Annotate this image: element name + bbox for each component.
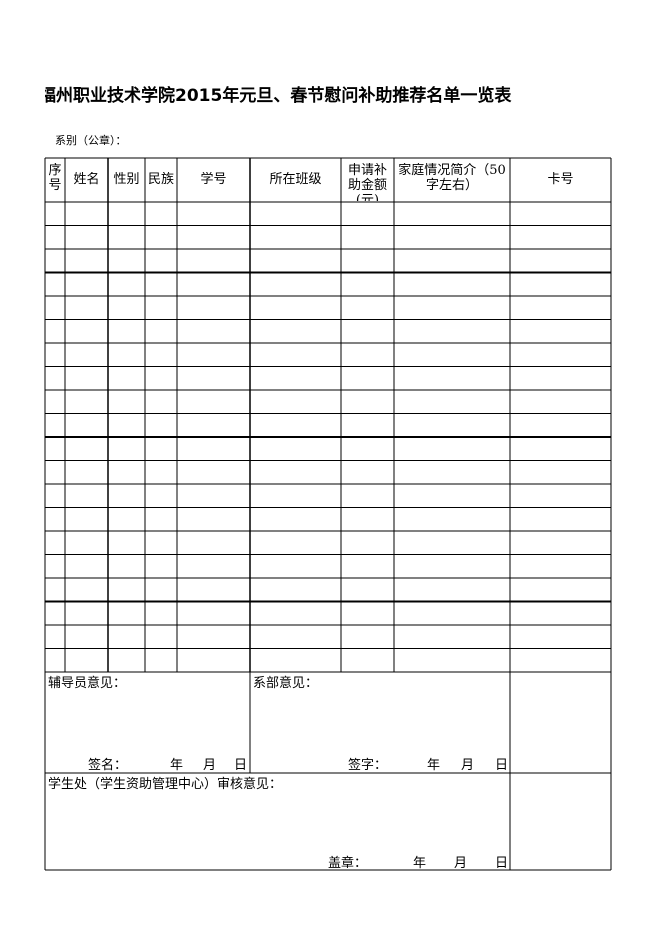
column-header: 姓名 (73, 172, 100, 187)
counselor-day: 日 (234, 758, 248, 773)
column-header: 卡号 (547, 172, 574, 187)
column-header: 申请补助金额(元) (347, 163, 387, 201)
department-label: 系别（公章）： (55, 134, 127, 147)
counselor-year: 年 (170, 758, 184, 773)
office-month: 月 (454, 856, 468, 871)
counselor-sign: 签名： (88, 758, 128, 773)
office-sign: 盖章： (328, 856, 368, 871)
office-year: 年 (413, 856, 427, 871)
column-header: 所在班级 (269, 172, 322, 187)
department-year: 年 (427, 758, 441, 773)
department-month: 月 (461, 758, 475, 773)
column-header: 序号 (48, 163, 62, 193)
office-day: 日 (495, 856, 509, 871)
column-header: 家庭情况简介（50字左右） (398, 163, 506, 193)
department-day: 日 (495, 758, 509, 773)
counselor-month: 月 (203, 758, 217, 773)
counselor-label: 辅导员意见： (48, 676, 127, 691)
title-box: 福州职业技术学院2015年元旦、春节慰问补助推荐名单一览表 (45, 84, 515, 108)
column-header: 性别 (113, 172, 140, 187)
column-header: 学号 (200, 172, 227, 187)
title: 福州职业技术学院2015年元旦、春节慰问补助推荐名单一览表 (45, 86, 512, 106)
office-label: 学生处（学生资助管理中心）审核意见： (48, 777, 283, 792)
department-opinion-label: 系部意见： (253, 676, 319, 691)
department-sign: 签字： (348, 758, 388, 773)
column-header: 民族 (147, 172, 174, 187)
